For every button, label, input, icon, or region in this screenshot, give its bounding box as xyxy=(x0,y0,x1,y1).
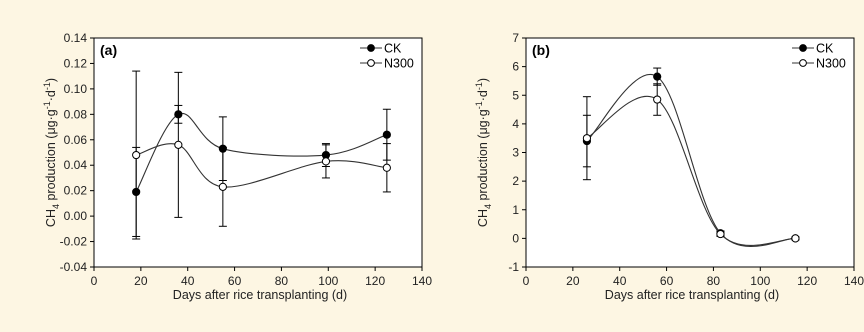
data-point xyxy=(321,157,331,166)
panel-label: (a) xyxy=(100,42,117,58)
y-axis-title: CH4 production (μg·g-1·d-1) xyxy=(42,78,61,227)
y-tick-label: 0.06 xyxy=(64,133,88,147)
x-tick-label: 120 xyxy=(365,274,385,288)
y-tick-label: 5 xyxy=(512,88,519,102)
y-tick-label: 2 xyxy=(512,174,519,188)
x-tick-label: 20 xyxy=(566,274,580,288)
data-point xyxy=(218,182,227,191)
y-tick-label: 0.12 xyxy=(64,56,88,70)
data-point xyxy=(716,229,725,239)
x-tick-label: 0 xyxy=(523,274,530,288)
legend-marker xyxy=(799,59,807,67)
chart-panel-b: -1 0 1 2 3 4 5 6 7 0 20 40 60 80 100 120 140 Days after r… xyxy=(474,31,864,302)
data-point xyxy=(132,150,141,160)
legend-label: N300 xyxy=(384,57,414,71)
x-tick-label: 140 xyxy=(844,274,864,288)
x-tick-label: 0 xyxy=(91,274,98,288)
y-tick-label: 3 xyxy=(512,146,519,160)
y-axis-title: CH4 production (μg·g-1·d-1) xyxy=(474,78,493,227)
legend-marker xyxy=(367,59,375,67)
x-tick-label: 20 xyxy=(134,274,148,288)
data-point xyxy=(791,234,800,243)
data-point xyxy=(382,130,391,139)
series-n300 xyxy=(582,83,800,246)
x-tick-label: 60 xyxy=(660,274,674,288)
legend-label: N300 xyxy=(816,57,846,71)
y-tick-label: 0.02 xyxy=(64,184,88,198)
y-tick-label: 6 xyxy=(512,60,519,74)
legend-marker xyxy=(799,44,807,52)
data-point xyxy=(653,95,662,104)
x-tick-label: 40 xyxy=(181,274,195,288)
legend-label: CK xyxy=(384,42,402,56)
y-tick-label: -0.04 xyxy=(60,260,88,274)
x-axis-title: Days after rice transplanting (d) xyxy=(173,288,347,302)
chart-panel-a: -0.04 -0.02 0.00 0.02 0.04 0.06 0.08 0.10 0.12 0.… xyxy=(42,31,432,302)
x-tick-label: 100 xyxy=(750,274,770,288)
panel-label: (b) xyxy=(532,42,550,58)
y-tick-label: 7 xyxy=(512,31,519,45)
x-tick-label: 100 xyxy=(318,274,338,288)
x-axis-title: Days after rice transplanting (d) xyxy=(605,288,779,302)
y-tick-label: 0.08 xyxy=(64,107,88,121)
series-line xyxy=(586,96,796,246)
x-tick-label: 40 xyxy=(613,274,627,288)
plot-area xyxy=(93,37,423,268)
x-tick-label: 140 xyxy=(412,274,432,288)
data-point xyxy=(174,140,183,149)
y-tick-label: 0.14 xyxy=(64,31,88,45)
series-line xyxy=(586,73,796,247)
y-tick-label: 0.00 xyxy=(64,209,88,223)
y-tick-label: -1 xyxy=(508,260,519,274)
legend-marker xyxy=(367,44,375,52)
legend-label: CK xyxy=(816,42,834,56)
plot-area xyxy=(525,37,855,268)
data-point xyxy=(653,72,662,81)
x-tick-label: 60 xyxy=(228,274,242,288)
y-tick-label: 1 xyxy=(512,203,519,217)
x-tick-label: 80 xyxy=(275,274,289,288)
data-point xyxy=(382,163,391,172)
y-tick-label: 4 xyxy=(512,117,519,131)
x-tick-label: 80 xyxy=(707,274,721,288)
y-tick-label: 0.10 xyxy=(64,82,88,96)
x-tick-label: 120 xyxy=(797,274,817,288)
series-n300 xyxy=(132,70,391,240)
y-tick-label: 0 xyxy=(512,231,519,245)
data-point xyxy=(582,134,592,143)
y-tick-label: -0.02 xyxy=(60,235,88,249)
y-tick-label: 0.04 xyxy=(64,158,88,172)
